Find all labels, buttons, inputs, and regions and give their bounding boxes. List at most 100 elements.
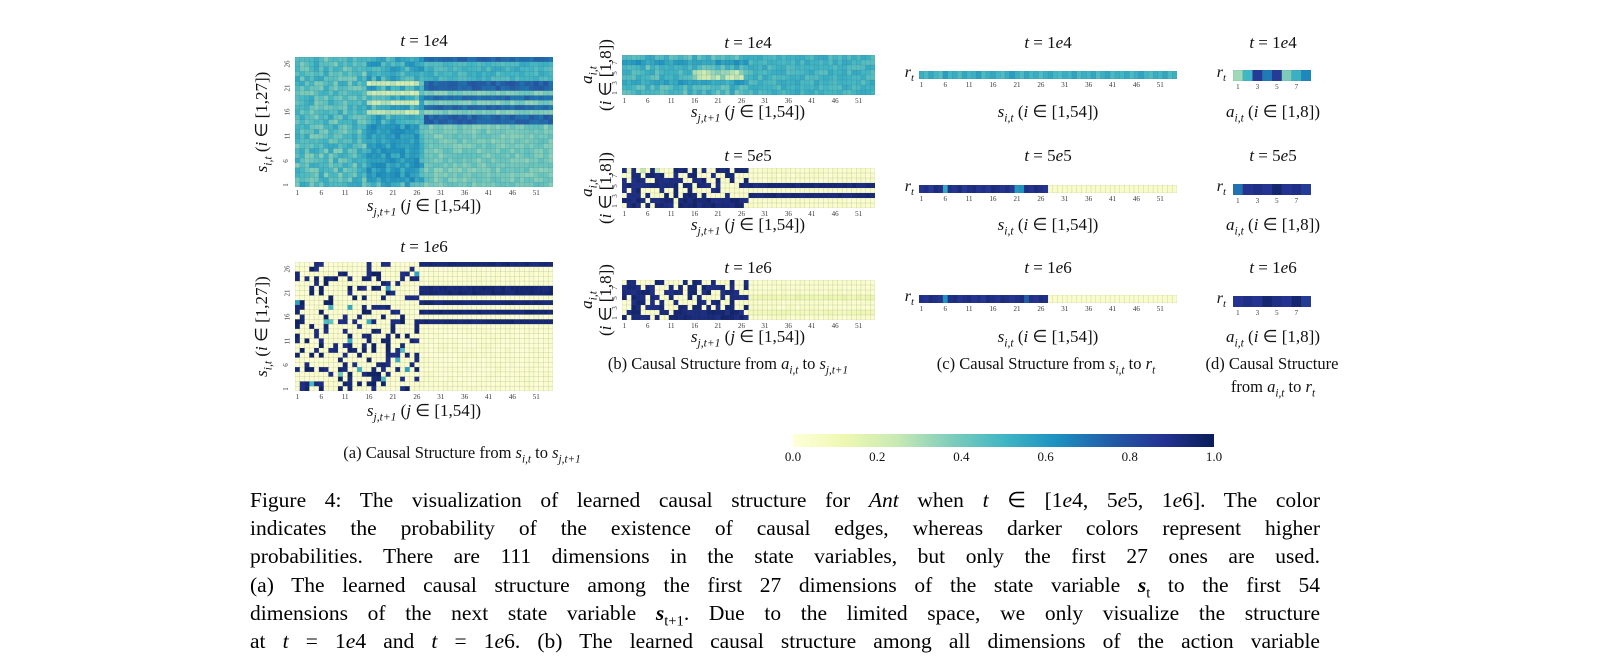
colorbar-tick-label: 0.6: [1037, 449, 1054, 464]
panel-b3-xticks: 1 6 11 16 21 26 31 36 41 46 51: [622, 322, 875, 331]
x-tick-label: 41: [1109, 195, 1116, 203]
x-tick-label: 21: [1013, 305, 1021, 313]
panel-b1-heatmap: [622, 55, 875, 95]
panel-c2-reward-label: rt: [904, 178, 914, 199]
x-tick-label: 41: [1109, 305, 1116, 313]
x-tick-label: 36: [784, 322, 792, 330]
x-tick-label: 26: [737, 322, 745, 330]
panel-b1-xticks: 1 6 11 16 21 26 31 36 41 46 51: [622, 97, 875, 106]
x-tick-label: 6: [319, 393, 324, 401]
x-tick-label: 1: [1236, 83, 1240, 91]
x-tick-label: 7: [1294, 197, 1299, 205]
x-tick-label: 31: [1061, 305, 1069, 313]
y-tick-label: 7: [610, 60, 619, 65]
panel-d3-xlabel: ai,t (i ∈ [1,8]): [1225, 327, 1321, 350]
panel-d1-heatmap: [1233, 70, 1311, 81]
y-tick-label: 7: [610, 173, 619, 178]
colorbar-tick-label: 0.4: [953, 449, 970, 464]
x-tick-label: 46: [1132, 305, 1140, 313]
panel-d1-xticks: 1 3 5 7: [1233, 83, 1311, 92]
figure-caption-line-5: dimensions of the next state variable st…: [250, 600, 1321, 630]
x-tick-label: 16: [365, 393, 373, 401]
x-tick-label: 36: [784, 97, 792, 105]
x-tick-label: 51: [855, 210, 863, 218]
panel-a2-title: t = 1e6: [400, 237, 448, 256]
y-tick-label: 1: [610, 315, 619, 320]
y-tick-label: 3: [610, 193, 619, 198]
y-tick-label: 3: [610, 80, 619, 85]
x-tick-label: 1: [1236, 197, 1240, 205]
x-tick-label: 46: [508, 189, 516, 197]
y-tick-label: 5: [610, 183, 619, 188]
x-tick-label: 1: [1236, 309, 1240, 317]
x-tick-label: 16: [691, 322, 699, 330]
caption-b: (b) Causal Structure from ai,t to sj,t+1: [607, 354, 849, 377]
y-tick-label: 21: [283, 84, 292, 92]
x-tick-label: 11: [667, 210, 675, 218]
x-tick-label: 51: [855, 322, 863, 330]
x-tick-label: 51: [1156, 81, 1164, 89]
panel-b2-heatmap: [622, 168, 875, 208]
x-tick-label: 31: [1061, 195, 1069, 203]
x-tick-label: 21: [714, 97, 722, 105]
x-tick-label: 31: [437, 393, 445, 401]
x-tick-label: 41: [485, 393, 492, 401]
x-tick-label: 16: [365, 189, 373, 197]
y-tick-label: 21: [283, 289, 292, 297]
x-tick-label: 31: [761, 210, 769, 218]
x-tick-label: 51: [855, 97, 863, 105]
y-tick-label: 6: [281, 362, 290, 367]
x-tick-label: 51: [1156, 305, 1164, 313]
panel-a2-xlabel: sj,t+1 (j ∈ [1,54]): [366, 401, 482, 424]
colorbar-tick-label: 0.2: [869, 449, 886, 464]
x-tick-label: 26: [413, 393, 421, 401]
caption-c: (c) Causal Structure from si,t to rt: [936, 354, 1156, 377]
x-tick-label: 6: [943, 305, 948, 313]
x-tick-label: 41: [808, 322, 816, 330]
panel-b1-xlabel: sj,t+1 (j ∈ [1,54]): [690, 102, 806, 125]
panel-b1-title: t = 1e4: [724, 33, 772, 52]
x-tick-label: 1: [622, 210, 627, 218]
colorbar-gradient: [793, 434, 1214, 447]
panel-b2-title: t = 5e5: [724, 146, 772, 165]
x-tick-label: 1: [919, 81, 924, 89]
x-tick-label: 21: [1013, 195, 1021, 203]
x-tick-label: 11: [667, 322, 675, 330]
x-tick-label: 11: [667, 97, 675, 105]
panel-b1-ylabel-line1: ai,t: [577, 66, 600, 84]
caption-a: (a) Causal Structure from si,t to sj,t+1: [343, 443, 581, 466]
x-tick-label: 16: [989, 81, 997, 89]
y-tick-label: 1: [281, 386, 290, 391]
panel-a1-heatmap: [295, 57, 553, 187]
panel-c1-heatmap: [919, 71, 1177, 79]
panel-b3-xlabel: sj,t+1 (j ∈ [1,54]): [690, 327, 806, 350]
panel-b1-yticks: 1 3 5 7: [610, 55, 622, 95]
x-tick-label: 46: [1132, 195, 1140, 203]
x-tick-label: 31: [761, 322, 769, 330]
x-tick-label: 11: [341, 189, 349, 197]
caption-d-line2: from ai,t to rt: [1230, 377, 1316, 400]
y-tick-label: 7: [610, 285, 619, 290]
x-tick-label: 51: [1156, 195, 1164, 203]
x-tick-label: 26: [1037, 195, 1045, 203]
y-tick-label: 5: [610, 70, 619, 75]
x-tick-label: 21: [714, 210, 722, 218]
y-tick-label: 3: [610, 305, 619, 310]
x-tick-label: 6: [943, 195, 948, 203]
x-tick-label: 1: [622, 97, 627, 105]
x-tick-label: 11: [341, 393, 349, 401]
figure-caption-line-4: (a) The learned causal structure among t…: [250, 572, 1320, 601]
panel-c2-title: t = 5e5: [1024, 146, 1072, 165]
caption-d-line1: (d) Causal Structure: [1205, 354, 1339, 373]
x-tick-label: 31: [1061, 81, 1069, 89]
colorbar-tick-label: 0.0: [784, 449, 802, 464]
y-tick-label: 16: [283, 313, 292, 321]
x-tick-label: 46: [831, 97, 839, 105]
figure-caption: Figure 4: The visualization of learned c…: [250, 486, 1320, 655]
colorbar-ticks: 0.0 0.2 0.4 0.6 0.8 1.0: [785, 449, 1222, 464]
panel-b2-ylabel-line1: ai,t: [577, 179, 600, 197]
x-tick-label: 36: [1085, 195, 1093, 203]
x-tick-label: 5: [1275, 309, 1279, 317]
panel-d2-heatmap: [1233, 184, 1311, 195]
